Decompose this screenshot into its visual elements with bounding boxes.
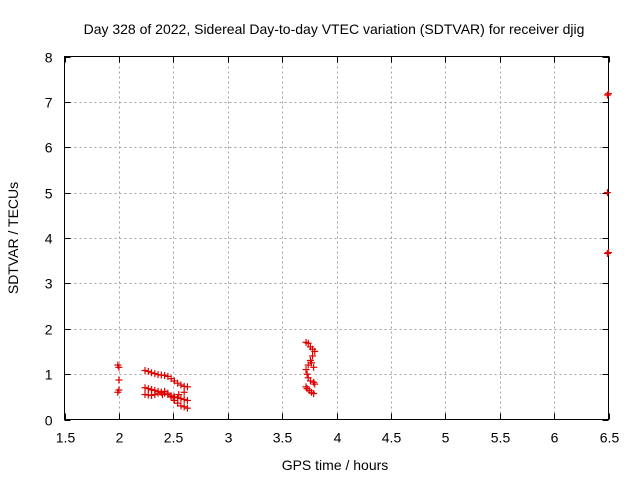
data-point bbox=[169, 394, 177, 402]
data-point bbox=[144, 367, 152, 375]
data-point bbox=[302, 366, 310, 374]
data-point bbox=[148, 369, 156, 377]
data-point bbox=[310, 378, 318, 386]
x-tick-label: 3 bbox=[225, 430, 233, 446]
data-point bbox=[154, 389, 162, 397]
y-tick-label: 3 bbox=[45, 276, 53, 292]
data-point bbox=[144, 385, 152, 393]
data-point bbox=[164, 389, 172, 397]
y-tick-label: 4 bbox=[45, 231, 53, 247]
data-point bbox=[311, 380, 319, 388]
data-point bbox=[304, 339, 312, 347]
x-tick-label: 2 bbox=[116, 430, 124, 446]
x-tick-label: 6 bbox=[551, 430, 559, 446]
data-point bbox=[302, 383, 310, 391]
data-point bbox=[605, 249, 612, 257]
data-point bbox=[603, 249, 611, 257]
data-point bbox=[307, 359, 315, 367]
data-point bbox=[180, 403, 188, 411]
data-point bbox=[603, 91, 611, 99]
data-point bbox=[115, 363, 123, 371]
data-point bbox=[141, 384, 149, 392]
data-point bbox=[177, 395, 185, 403]
x-tick-label: 5.5 bbox=[491, 430, 511, 446]
data-point bbox=[310, 363, 318, 371]
axis-ticks bbox=[64, 56, 610, 421]
data-point bbox=[306, 377, 314, 385]
x-axis-label: GPS time / hours bbox=[282, 457, 389, 473]
data-point bbox=[151, 370, 159, 378]
data-point bbox=[175, 391, 183, 399]
data-point bbox=[605, 90, 612, 98]
data-point bbox=[310, 390, 318, 398]
y-tick-label: 1 bbox=[45, 367, 53, 383]
x-tick-label: 1.5 bbox=[56, 430, 76, 446]
data-markers bbox=[114, 90, 612, 412]
data-point bbox=[115, 386, 123, 394]
data-point bbox=[115, 376, 123, 384]
data-point bbox=[183, 404, 191, 412]
tick-labels: 1.5 2 2.5 3 3.5 4 4.5 5 5.5 6 6.5 0 1 2 3 4 5 6 7 8 bbox=[45, 50, 620, 446]
x-tick-label: 3.5 bbox=[273, 430, 293, 446]
data-point bbox=[303, 370, 311, 378]
data-point bbox=[151, 391, 159, 399]
data-point bbox=[603, 189, 611, 197]
x-tick-label: 6.5 bbox=[600, 430, 620, 446]
y-tick-label: 5 bbox=[45, 186, 53, 202]
y-tick-label: 7 bbox=[45, 95, 53, 111]
data-point bbox=[161, 371, 169, 379]
data-point bbox=[158, 391, 166, 399]
x-tick-label: 4 bbox=[334, 430, 342, 446]
data-point bbox=[183, 396, 191, 404]
data-point bbox=[141, 366, 149, 374]
chart-title: Day 328 of 2022, Sidereal Day-to-day VTE… bbox=[84, 21, 585, 37]
data-point bbox=[183, 383, 191, 391]
y-tick-label: 8 bbox=[45, 50, 53, 66]
y-tick-label: 0 bbox=[45, 413, 53, 429]
data-point bbox=[148, 386, 156, 394]
y-axis-label: SDTVAR / TECUs bbox=[5, 182, 21, 294]
data-point bbox=[311, 347, 319, 355]
grid-lines bbox=[64, 56, 609, 420]
x-tick-label: 5 bbox=[442, 430, 450, 446]
y-tick-label: 2 bbox=[45, 322, 53, 338]
data-point bbox=[309, 352, 317, 360]
data-point bbox=[180, 396, 188, 404]
data-point bbox=[177, 381, 185, 389]
data-point bbox=[177, 402, 185, 410]
data-point bbox=[180, 388, 188, 396]
y-tick-label: 6 bbox=[45, 140, 53, 156]
x-tick-label: 2.5 bbox=[164, 430, 184, 446]
x-tick-label: 4.5 bbox=[382, 430, 402, 446]
